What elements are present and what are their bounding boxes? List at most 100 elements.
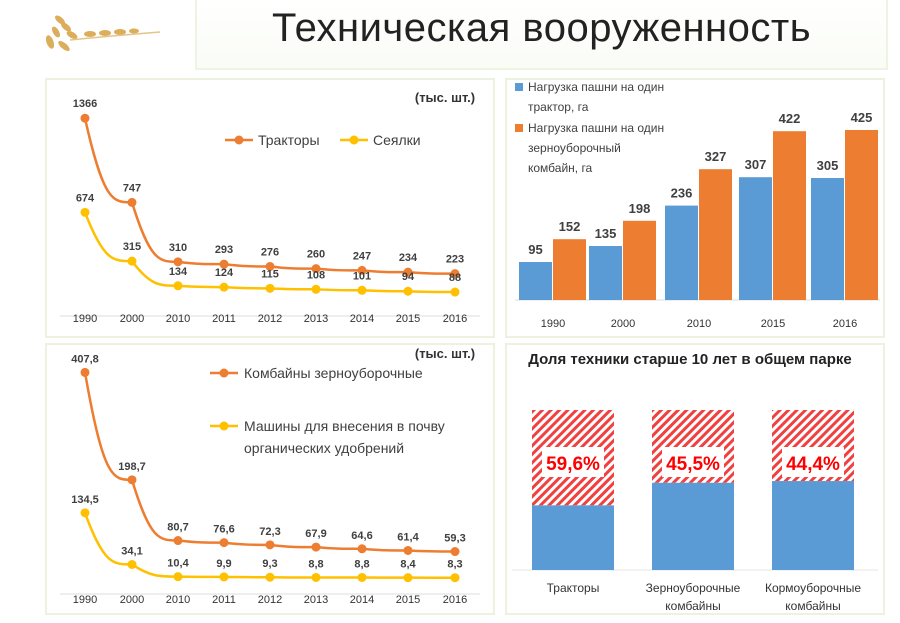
data-label: 327	[705, 149, 727, 164]
bar	[553, 239, 586, 300]
x-tick-label: 2016	[443, 313, 467, 325]
data-point	[403, 267, 413, 277]
data-point	[450, 287, 460, 297]
data-label: 223	[446, 254, 464, 266]
data-point	[265, 540, 275, 550]
x-tick-label: 2011	[212, 594, 236, 606]
bar	[519, 262, 552, 300]
unit-label: (тыс. шт.)	[415, 90, 475, 105]
data-label: 305	[817, 158, 839, 173]
data-label: 67,9	[305, 528, 326, 540]
data-point	[403, 545, 413, 555]
data-label: 307	[745, 157, 767, 172]
data-point	[450, 547, 460, 557]
data-label: 674	[76, 192, 95, 204]
data-label: 152	[559, 219, 581, 234]
legend-label: комбайн, га	[528, 161, 593, 175]
x-tick-label: 2016	[833, 318, 857, 330]
data-point	[80, 508, 90, 518]
data-label: 247	[353, 250, 371, 262]
x-tick-label: 2000	[120, 594, 144, 606]
data-label: 34,1	[121, 545, 142, 557]
data-label: 8,4	[400, 559, 416, 571]
data-point	[219, 572, 229, 582]
data-point	[219, 538, 229, 548]
data-point	[403, 573, 413, 583]
bar	[739, 177, 772, 300]
legend-marker	[234, 135, 244, 145]
data-point	[127, 256, 137, 266]
data-label: 101	[353, 270, 371, 282]
data-point	[357, 572, 367, 582]
data-point	[450, 269, 460, 279]
data-label: 9,3	[262, 558, 277, 570]
remaining-share-bar	[532, 505, 614, 570]
x-tick-label: 2015	[396, 313, 420, 325]
data-point	[357, 285, 367, 295]
data-label: 276	[261, 246, 279, 258]
data-point	[265, 261, 275, 271]
legend-label: Комбайны зерноуборочные	[244, 365, 423, 381]
data-label: 8,8	[354, 558, 369, 570]
data-point	[127, 559, 137, 569]
data-label: 1366	[73, 98, 97, 110]
x-tick-label: 1990	[73, 313, 97, 325]
data-point	[357, 265, 367, 275]
data-point	[311, 572, 321, 582]
x-tick-label: Зерноуборочные	[646, 581, 741, 595]
x-tick-label: 2010	[166, 594, 190, 606]
data-label: 134,5	[71, 494, 99, 506]
data-label: 88	[449, 272, 461, 284]
data-label: 236	[671, 186, 693, 201]
label-background	[782, 447, 844, 477]
data-label: 260	[307, 249, 325, 261]
x-tick-label: комбайны	[665, 599, 720, 613]
data-label: 44,4%	[786, 454, 840, 475]
bar	[845, 130, 878, 300]
x-tick-label: 1990	[73, 594, 97, 606]
page-title: Техническая вооруженность	[271, 6, 812, 50]
data-point	[357, 544, 367, 554]
data-label: 8,8	[308, 558, 323, 570]
x-tick-label: 2012	[258, 313, 282, 325]
legend-label: трактор, га	[528, 100, 589, 114]
data-label: 234	[399, 252, 418, 264]
data-label: 59,3	[444, 533, 465, 545]
data-point	[311, 542, 321, 552]
legend-marker	[219, 368, 229, 378]
bar	[699, 169, 732, 300]
remaining-share-bar	[772, 481, 854, 570]
data-label: 64,6	[351, 530, 372, 542]
data-label: 80,7	[167, 522, 188, 534]
legend-marker	[349, 135, 359, 145]
legend-label: органических удобрений	[244, 440, 404, 456]
data-label: 425	[851, 110, 873, 125]
x-tick-label: 2010	[687, 318, 711, 330]
chart-title: Доля техники старше 10 лет в общем парке	[528, 351, 851, 368]
legend-marker	[515, 83, 523, 91]
panel-tractors-seeders	[45, 78, 495, 338]
bar	[665, 205, 698, 300]
x-tick-label: 2013	[304, 594, 328, 606]
data-point	[403, 286, 413, 296]
data-label: 293	[215, 244, 233, 256]
legend-label: Сеялки	[373, 132, 421, 148]
legend-marker	[515, 124, 523, 132]
data-label: 108	[307, 269, 325, 281]
bar	[811, 178, 844, 300]
remaining-share-bar	[652, 482, 734, 570]
data-label: 407,8	[71, 353, 99, 365]
data-label: 10,4	[167, 558, 189, 570]
data-label: 422	[779, 111, 801, 126]
wheat-logo	[30, 0, 190, 70]
data-point	[311, 264, 321, 274]
x-tick-label: 2015	[761, 318, 785, 330]
data-point	[80, 367, 90, 377]
x-tick-label: 2010	[166, 313, 190, 325]
legend-label: Машины для внесения в почву	[244, 418, 445, 434]
data-label: 72,3	[259, 526, 280, 538]
x-tick-label: Тракторы	[547, 581, 600, 595]
x-tick-label: 2000	[611, 318, 635, 330]
data-point	[219, 282, 229, 292]
